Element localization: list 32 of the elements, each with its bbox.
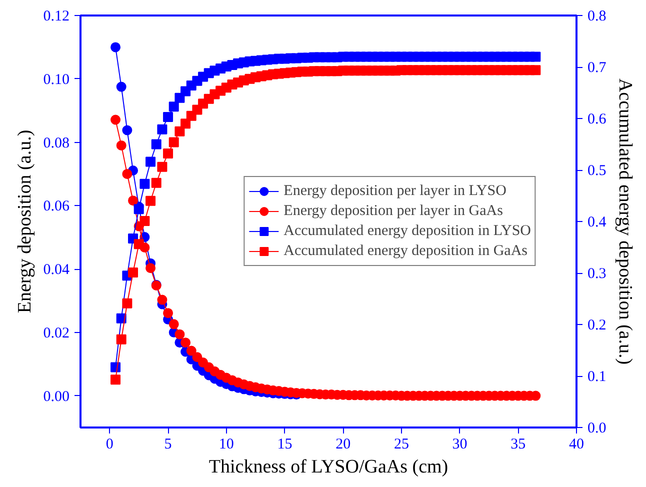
y-tick-label: 0.08 (43, 135, 70, 152)
y2-tick-label: 0.7 (588, 60, 607, 76)
y2-tick-label: 0.2 (588, 318, 606, 334)
x-tick-label: 15 (277, 436, 292, 452)
y-tick-label: 0.04 (43, 262, 70, 278)
y2-tick-label: 0.3 (588, 266, 606, 282)
legend-label: Energy deposition per layer in LYSO (284, 182, 506, 200)
x-tick-label: 0 (106, 436, 114, 452)
legend-label: Energy deposition per layer in GaAs (284, 202, 503, 220)
x-axis-title: Thickness of LYSO/GaAs (cm) (208, 456, 448, 478)
y-tick-label: 0.00 (43, 388, 70, 405)
y2-tick-label: 0.5 (588, 163, 606, 179)
legend-label: Accumulated energy deposition in GaAs (284, 242, 528, 260)
x-tick-label: 25 (394, 436, 409, 452)
y-tick-label: 0.02 (43, 325, 70, 342)
y-tick-label: 0.06 (43, 198, 70, 215)
legend-label: Accumulated energy deposition in LYSO (284, 222, 531, 240)
x-tick-label: 10 (218, 436, 234, 452)
y2-tick-label: 0.8 (588, 8, 606, 24)
y2-tick-label: 0.0 (588, 420, 606, 436)
x-tick-label: 40 (569, 436, 584, 452)
x-tick-label: 5 (164, 436, 172, 452)
y2-tick-label: 0.6 (588, 112, 607, 128)
y2-tick-label: 0.4 (588, 214, 607, 230)
x-tick-label: 30 (452, 436, 468, 452)
y-tick-label: 0.10 (43, 72, 70, 88)
x-tick-label: 20 (336, 436, 351, 452)
y-tick-label: 0.12 (43, 8, 70, 24)
y2-axis-title: Accumulated energy deposition (a.u.) (614, 78, 636, 365)
x-tick-label: 35 (510, 436, 526, 452)
y2-tick-label: 0.1 (588, 369, 606, 385)
y-axis-title: Energy deposition (a.u.) (14, 130, 36, 314)
